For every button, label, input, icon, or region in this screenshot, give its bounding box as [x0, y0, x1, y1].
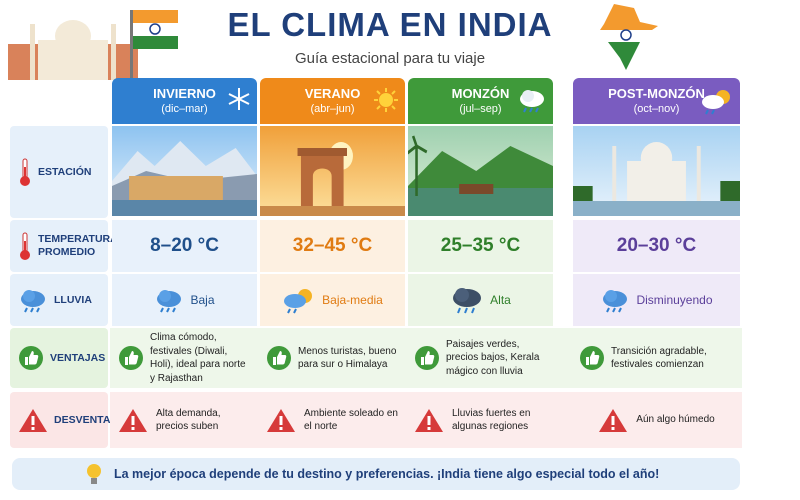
column-header: POST-MONZÓN (oct–nov) — [573, 78, 740, 124]
pros-text: Menos turistas, bueno para sur o Himalay… — [298, 345, 397, 371]
column-name: INVIERNO — [153, 86, 216, 101]
cons-cell: Ambiente soleado en el norte — [260, 392, 405, 448]
column-header: VERANO (abr–jun) — [260, 78, 405, 124]
rain-level: Disminuyendo — [636, 293, 713, 307]
rain-cell: Alta — [408, 274, 553, 326]
rain-level: Alta — [490, 293, 511, 307]
column-range: (dic–mar) — [161, 103, 208, 115]
pros-cell: Transición agradable, festivales comienz… — [573, 328, 740, 388]
season-icon — [517, 87, 547, 118]
rain-cell: Disminuyendo — [573, 274, 740, 326]
pros-text: Paisajes verdes, precios bajos, Kerala m… — [446, 338, 540, 377]
row-label-text: ESTACIÓN — [38, 165, 92, 178]
row-label: TEMPERATURA PROMEDIO — [10, 220, 117, 272]
column-name: POST-MONZÓN — [608, 86, 705, 101]
column-range: (oct–nov) — [633, 103, 680, 115]
rain-level: Baja-media — [322, 293, 383, 307]
cons-text: Lluvias fuertes en algunas regiones — [452, 407, 531, 433]
rain-cell: Baja-media — [260, 274, 405, 326]
column-name: MONZÓN — [451, 86, 510, 101]
pros-cell: Paisajes verdes, precios bajos, Kerala m… — [408, 328, 553, 388]
row-label-text: TEMPERATURA PROMEDIO — [38, 233, 118, 258]
title: EL CLIMA EN INDIA — [227, 6, 553, 43]
column-header: INVIERNO (dic–mar) — [112, 78, 257, 124]
cons-text: Alta demanda, precios suben — [156, 407, 221, 433]
cons-cell: Aún algo húmedo — [573, 392, 740, 448]
cons-cell: Alta demanda, precios suben — [112, 392, 257, 448]
column-name: VERANO — [304, 86, 361, 101]
rain-cell: Baja — [112, 274, 257, 326]
temperature: 8–20 °C — [112, 220, 257, 272]
season-icon — [373, 87, 399, 118]
cons-cell: Lluvias fuertes en algunas regiones — [408, 392, 553, 448]
footer: La mejor época depende de tu destino y p… — [12, 458, 740, 490]
rain-level: Baja — [190, 293, 215, 307]
pros-cell: Menos turistas, bueno para sur o Himalay… — [260, 328, 405, 388]
row-label: DESVENTAJAS — [10, 392, 131, 448]
row-label: VENTAJAS — [10, 328, 108, 388]
season-image — [112, 126, 257, 216]
temperature: 32–45 °C — [260, 220, 405, 272]
cons-text: Aún algo húmedo — [636, 414, 715, 426]
column-header: MONZÓN (jul–sep) — [408, 78, 553, 124]
season-image — [573, 126, 740, 216]
season-icon — [227, 87, 251, 116]
temperature: 25–35 °C — [408, 220, 553, 272]
row-label: LLUVIA — [10, 274, 108, 326]
pros-text: Transición agradable, festivales comienz… — [611, 345, 707, 371]
subtitle: Guía estacional para tu viaje — [294, 50, 486, 67]
pros-cell: Clima cómodo, festivales (Diwali, Holi),… — [112, 328, 257, 388]
india-map — [598, 4, 658, 70]
row-label-text: VENTAJAS — [50, 351, 106, 364]
temperature: 20–30 °C — [573, 220, 740, 272]
season-icon — [700, 87, 734, 120]
header-art — [8, 10, 178, 80]
column-range: (abr–jun) — [310, 103, 355, 115]
column-range: (jul–sep) — [459, 103, 502, 115]
season-image — [408, 126, 553, 216]
row-label-text: LLUVIA — [54, 293, 92, 306]
footer-text: La mejor época depende de tu destino y p… — [114, 467, 660, 481]
row-label: ESTACIÓN — [10, 126, 108, 218]
season-image — [260, 126, 405, 216]
cons-text: Ambiente soleado en el norte — [304, 407, 398, 433]
pros-text: Clima cómodo, festivales (Diwali, Holi),… — [150, 332, 246, 384]
